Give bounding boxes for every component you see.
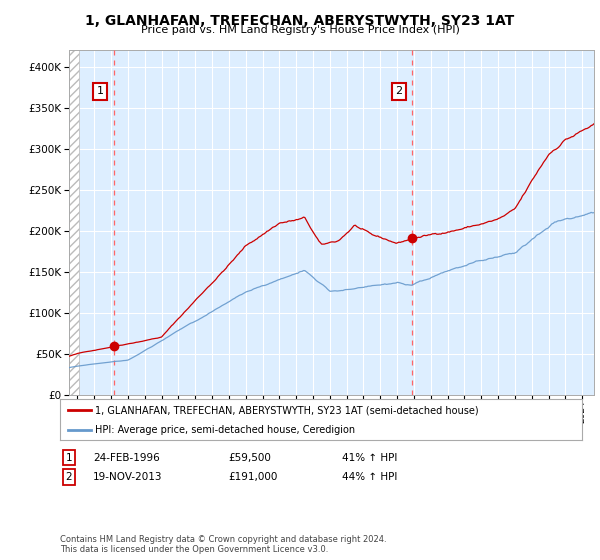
Bar bbox=[69, 50, 79, 395]
Text: 1: 1 bbox=[97, 86, 104, 96]
Text: Price paid vs. HM Land Registry's House Price Index (HPI): Price paid vs. HM Land Registry's House … bbox=[140, 25, 460, 35]
Text: 44% ↑ HPI: 44% ↑ HPI bbox=[342, 472, 397, 482]
Text: £191,000: £191,000 bbox=[228, 472, 277, 482]
Text: 41% ↑ HPI: 41% ↑ HPI bbox=[342, 452, 397, 463]
Text: 2: 2 bbox=[65, 472, 73, 482]
Text: 1, GLANHAFAN, TREFECHAN, ABERYSTWYTH, SY23 1AT (semi-detached house): 1, GLANHAFAN, TREFECHAN, ABERYSTWYTH, SY… bbox=[95, 405, 479, 415]
Text: £59,500: £59,500 bbox=[228, 452, 271, 463]
Text: 1: 1 bbox=[65, 452, 73, 463]
Text: 19-NOV-2013: 19-NOV-2013 bbox=[93, 472, 163, 482]
Text: HPI: Average price, semi-detached house, Ceredigion: HPI: Average price, semi-detached house,… bbox=[95, 424, 356, 435]
Text: Contains HM Land Registry data © Crown copyright and database right 2024.: Contains HM Land Registry data © Crown c… bbox=[60, 535, 386, 544]
Text: 1, GLANHAFAN, TREFECHAN, ABERYSTWYTH, SY23 1AT: 1, GLANHAFAN, TREFECHAN, ABERYSTWYTH, SY… bbox=[85, 14, 515, 28]
Text: 24-FEB-1996: 24-FEB-1996 bbox=[93, 452, 160, 463]
Text: 2: 2 bbox=[395, 86, 402, 96]
Text: This data is licensed under the Open Government Licence v3.0.: This data is licensed under the Open Gov… bbox=[60, 545, 328, 554]
